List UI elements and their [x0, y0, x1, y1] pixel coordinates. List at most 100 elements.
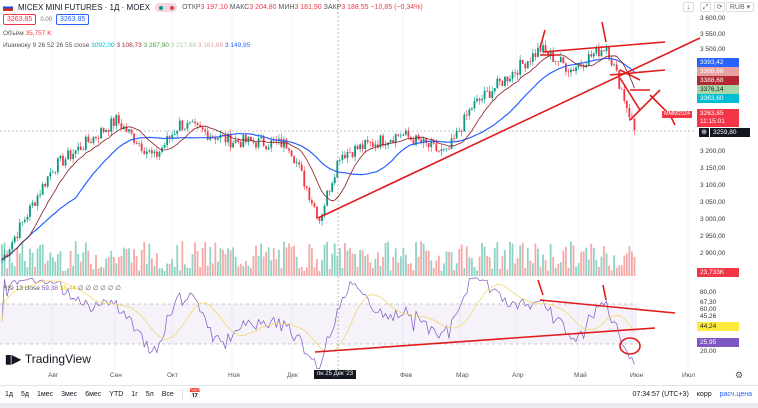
russia-flag-icon — [3, 4, 13, 11]
sell-button[interactable]: 3263.85 — [3, 14, 37, 25]
candle — [158, 151, 161, 157]
volume-bar — [483, 246, 486, 276]
range-all[interactable]: Все — [161, 391, 174, 398]
volume-bar — [453, 270, 456, 276]
market-status-pill[interactable] — [155, 3, 178, 12]
volume-tag: 23,733K — [697, 268, 739, 277]
download-icon[interactable]: ↓ — [683, 2, 694, 12]
range-6m[interactable]: 6мес — [85, 391, 102, 398]
candle — [425, 138, 428, 143]
volume-bar — [547, 270, 549, 276]
volume-bar — [516, 258, 519, 276]
range-5d[interactable]: 5д — [20, 391, 29, 398]
fullscreen-icon[interactable]: ⤢ — [700, 2, 711, 12]
candle — [270, 140, 273, 148]
candle — [397, 134, 400, 136]
volume-bar — [84, 242, 87, 276]
volume-bar — [399, 256, 402, 276]
volume-bar — [346, 250, 349, 276]
volume-legend[interactable]: Объём 35,757 K — [3, 30, 52, 37]
volume-bar — [67, 268, 69, 276]
volume-bar — [158, 268, 161, 276]
volume-bar — [135, 256, 138, 276]
candle — [491, 91, 494, 98]
symbol-tag: MMM2024 — [662, 111, 692, 118]
range-1y[interactable]: 1г — [131, 391, 138, 398]
candle — [26, 216, 29, 220]
kijun-line — [1, 54, 635, 261]
volume-bar — [305, 267, 308, 276]
symbol-title[interactable]: MICEX MINI FUTURES · 1Д · MOEX — [18, 3, 151, 12]
candle — [554, 61, 557, 62]
volume-bar — [232, 247, 235, 276]
tradingview-logo[interactable]: ▮▶ TradingView — [5, 352, 91, 366]
clock-timezone[interactable]: 07:34:57 (UTC+3) — [632, 391, 689, 398]
volume-bar — [404, 254, 407, 276]
volume-bar — [59, 251, 62, 276]
price-tick: 3 500,00 — [700, 46, 726, 53]
volume-bar — [39, 245, 41, 276]
candle — [272, 140, 275, 141]
volume-bar — [298, 268, 301, 276]
volume-bar — [34, 266, 36, 276]
time-tick: Ноя — [228, 372, 240, 379]
range-1d[interactable]: 1д — [5, 391, 13, 398]
volume-bar — [189, 268, 191, 276]
rsi-tick: 60,00 — [700, 306, 717, 313]
volume-bar — [125, 249, 128, 276]
date-range-icon[interactable]: 📅 — [181, 389, 201, 400]
candle — [610, 59, 613, 66]
volume-bar — [178, 270, 181, 276]
candle — [620, 88, 623, 90]
candle — [21, 221, 24, 223]
candle — [377, 144, 379, 148]
volume-bar — [272, 248, 275, 276]
settlement-price-toggle[interactable]: расч.цена — [719, 391, 752, 398]
volume-bar — [587, 259, 590, 276]
volume-bar — [379, 265, 382, 276]
refresh-icon[interactable]: ⟳ — [714, 2, 725, 12]
volume-bar — [603, 246, 605, 276]
candle — [404, 130, 407, 135]
ichimoku-legend[interactable]: Ишимоку 9 26 52 26 55 close 3092,00 3 10… — [3, 42, 251, 49]
candle — [544, 45, 547, 52]
range-1m[interactable]: 1мес — [36, 391, 54, 398]
buy-button[interactable]: 3263.85 — [56, 14, 90, 25]
volume-bar — [605, 253, 608, 276]
volume-bar — [107, 257, 110, 276]
time-tick: Апр — [512, 372, 524, 379]
adjustment-toggle[interactable]: корр — [696, 391, 712, 398]
volume-bar — [140, 249, 143, 276]
volume-bar — [62, 270, 64, 276]
rsi-legend[interactable]: RSI 13 close 59,38 38,44 ∅ ∅ ∅ ∅ ∅ ∅ — [3, 285, 121, 292]
price-tick: 3 600,00 — [700, 15, 726, 22]
settings-icon[interactable]: ⚙ — [735, 370, 744, 380]
volume-bar — [430, 260, 433, 276]
volume-bar — [13, 266, 16, 276]
add-alert-icon[interactable]: ⊕ — [699, 128, 709, 137]
candle — [534, 53, 537, 57]
candle — [201, 127, 204, 130]
currency-select[interactable]: RUB ▾ — [726, 2, 754, 12]
volume-bar — [488, 257, 491, 276]
range-ytd[interactable]: YTD — [109, 391, 124, 398]
volume-bar — [196, 251, 199, 276]
candle — [351, 152, 354, 157]
candle — [498, 78, 501, 82]
volume-bar — [326, 241, 329, 276]
candle — [74, 150, 77, 154]
price-chart[interactable] — [0, 0, 758, 385]
candle — [509, 78, 511, 82]
range-3m[interactable]: 3мес — [61, 391, 78, 398]
candle — [232, 142, 235, 148]
volume-bar — [156, 253, 158, 276]
volume-bar — [521, 242, 524, 276]
candle — [539, 47, 542, 52]
candle — [39, 194, 41, 196]
volume-bar — [41, 244, 44, 276]
volume-bar — [455, 263, 458, 276]
candle — [84, 136, 87, 150]
volume-bar — [471, 258, 473, 276]
candle — [557, 61, 560, 63]
range-5y[interactable]: 5л — [145, 391, 154, 398]
